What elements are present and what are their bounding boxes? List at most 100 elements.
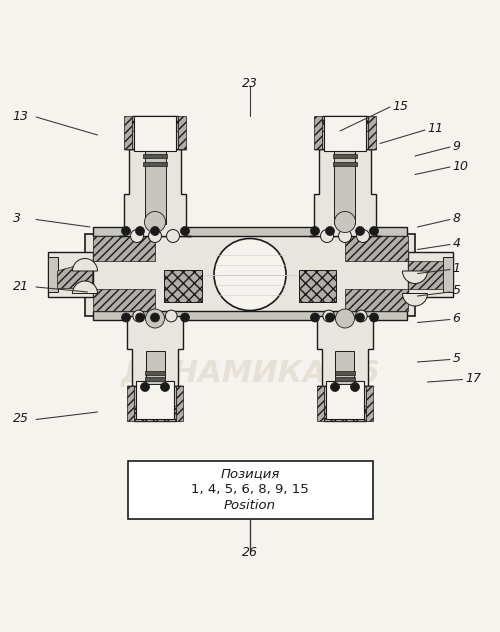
Circle shape: [338, 229, 351, 243]
Circle shape: [136, 226, 144, 236]
Polygon shape: [314, 116, 376, 149]
Polygon shape: [318, 386, 372, 421]
Text: 5: 5: [452, 284, 460, 298]
Circle shape: [356, 313, 364, 322]
Circle shape: [166, 310, 177, 322]
Circle shape: [320, 229, 334, 243]
Bar: [128, 461, 372, 518]
Circle shape: [130, 229, 143, 243]
Circle shape: [356, 310, 367, 322]
Text: Позиция: Позиция: [220, 467, 280, 480]
Wedge shape: [72, 281, 98, 293]
Circle shape: [160, 382, 170, 391]
Polygon shape: [92, 236, 155, 261]
Circle shape: [370, 226, 378, 236]
Circle shape: [136, 313, 144, 322]
Circle shape: [122, 226, 130, 236]
Circle shape: [150, 226, 160, 236]
Text: 15: 15: [392, 99, 408, 112]
Circle shape: [323, 310, 334, 322]
Polygon shape: [408, 261, 442, 288]
Circle shape: [150, 313, 160, 322]
Bar: [326, 381, 364, 418]
Circle shape: [330, 382, 340, 391]
Circle shape: [339, 310, 351, 322]
Circle shape: [310, 313, 320, 322]
Text: 10: 10: [452, 159, 468, 173]
Circle shape: [149, 310, 161, 322]
Text: 26: 26: [242, 545, 258, 559]
Bar: [334, 371, 355, 375]
Text: 21: 21: [12, 279, 28, 293]
Wedge shape: [402, 293, 427, 306]
Text: 13: 13: [12, 109, 28, 123]
Text: 1: 1: [452, 262, 460, 275]
Bar: [336, 351, 354, 384]
Text: Position: Position: [224, 499, 276, 513]
Text: 17: 17: [465, 372, 481, 385]
Polygon shape: [314, 116, 322, 149]
Bar: [324, 116, 366, 151]
Polygon shape: [312, 316, 378, 386]
Bar: [334, 151, 355, 224]
Polygon shape: [178, 116, 186, 149]
Bar: [146, 351, 165, 384]
Text: 23: 23: [242, 77, 258, 90]
Text: 8: 8: [452, 212, 460, 225]
Wedge shape: [72, 258, 98, 271]
Circle shape: [214, 238, 286, 310]
Bar: [144, 377, 166, 381]
Polygon shape: [124, 116, 132, 149]
Polygon shape: [176, 386, 182, 421]
Bar: [144, 162, 167, 166]
Circle shape: [370, 313, 378, 322]
Circle shape: [336, 309, 354, 328]
Circle shape: [356, 229, 370, 243]
Bar: [324, 406, 366, 421]
Polygon shape: [119, 149, 191, 236]
Polygon shape: [128, 386, 182, 421]
Bar: [48, 252, 92, 297]
Polygon shape: [122, 316, 188, 386]
Circle shape: [334, 212, 355, 233]
Polygon shape: [366, 386, 372, 421]
Polygon shape: [309, 149, 381, 236]
Bar: [92, 310, 407, 320]
Circle shape: [356, 226, 364, 236]
Polygon shape: [124, 116, 186, 149]
Text: ДИНАМИКА 76: ДИНАМИКА 76: [120, 359, 380, 388]
Bar: [48, 257, 58, 292]
Bar: [134, 406, 176, 421]
Bar: [334, 154, 356, 157]
Circle shape: [140, 382, 149, 391]
Bar: [322, 116, 368, 131]
Polygon shape: [58, 261, 92, 288]
Bar: [164, 269, 202, 302]
Polygon shape: [345, 288, 408, 311]
Polygon shape: [92, 288, 155, 311]
Bar: [334, 162, 356, 166]
Polygon shape: [345, 236, 408, 261]
Circle shape: [180, 313, 190, 322]
Text: 11: 11: [428, 122, 444, 135]
Polygon shape: [368, 116, 376, 149]
Bar: [144, 151, 166, 224]
Text: 5: 5: [452, 352, 460, 365]
Circle shape: [310, 226, 320, 236]
Text: 25: 25: [12, 412, 28, 425]
Bar: [334, 377, 355, 381]
Bar: [144, 154, 167, 157]
Text: 4: 4: [452, 237, 460, 250]
Circle shape: [146, 309, 165, 328]
Bar: [442, 257, 452, 292]
Circle shape: [122, 313, 130, 322]
Bar: [85, 233, 415, 316]
Bar: [134, 116, 176, 151]
Text: 1, 4, 5, 6, 8, 9, 15: 1, 4, 5, 6, 8, 9, 15: [191, 483, 309, 496]
Circle shape: [326, 226, 334, 236]
Circle shape: [326, 313, 334, 322]
Circle shape: [166, 229, 179, 243]
Circle shape: [350, 382, 360, 391]
Circle shape: [148, 229, 162, 243]
Bar: [132, 116, 178, 131]
